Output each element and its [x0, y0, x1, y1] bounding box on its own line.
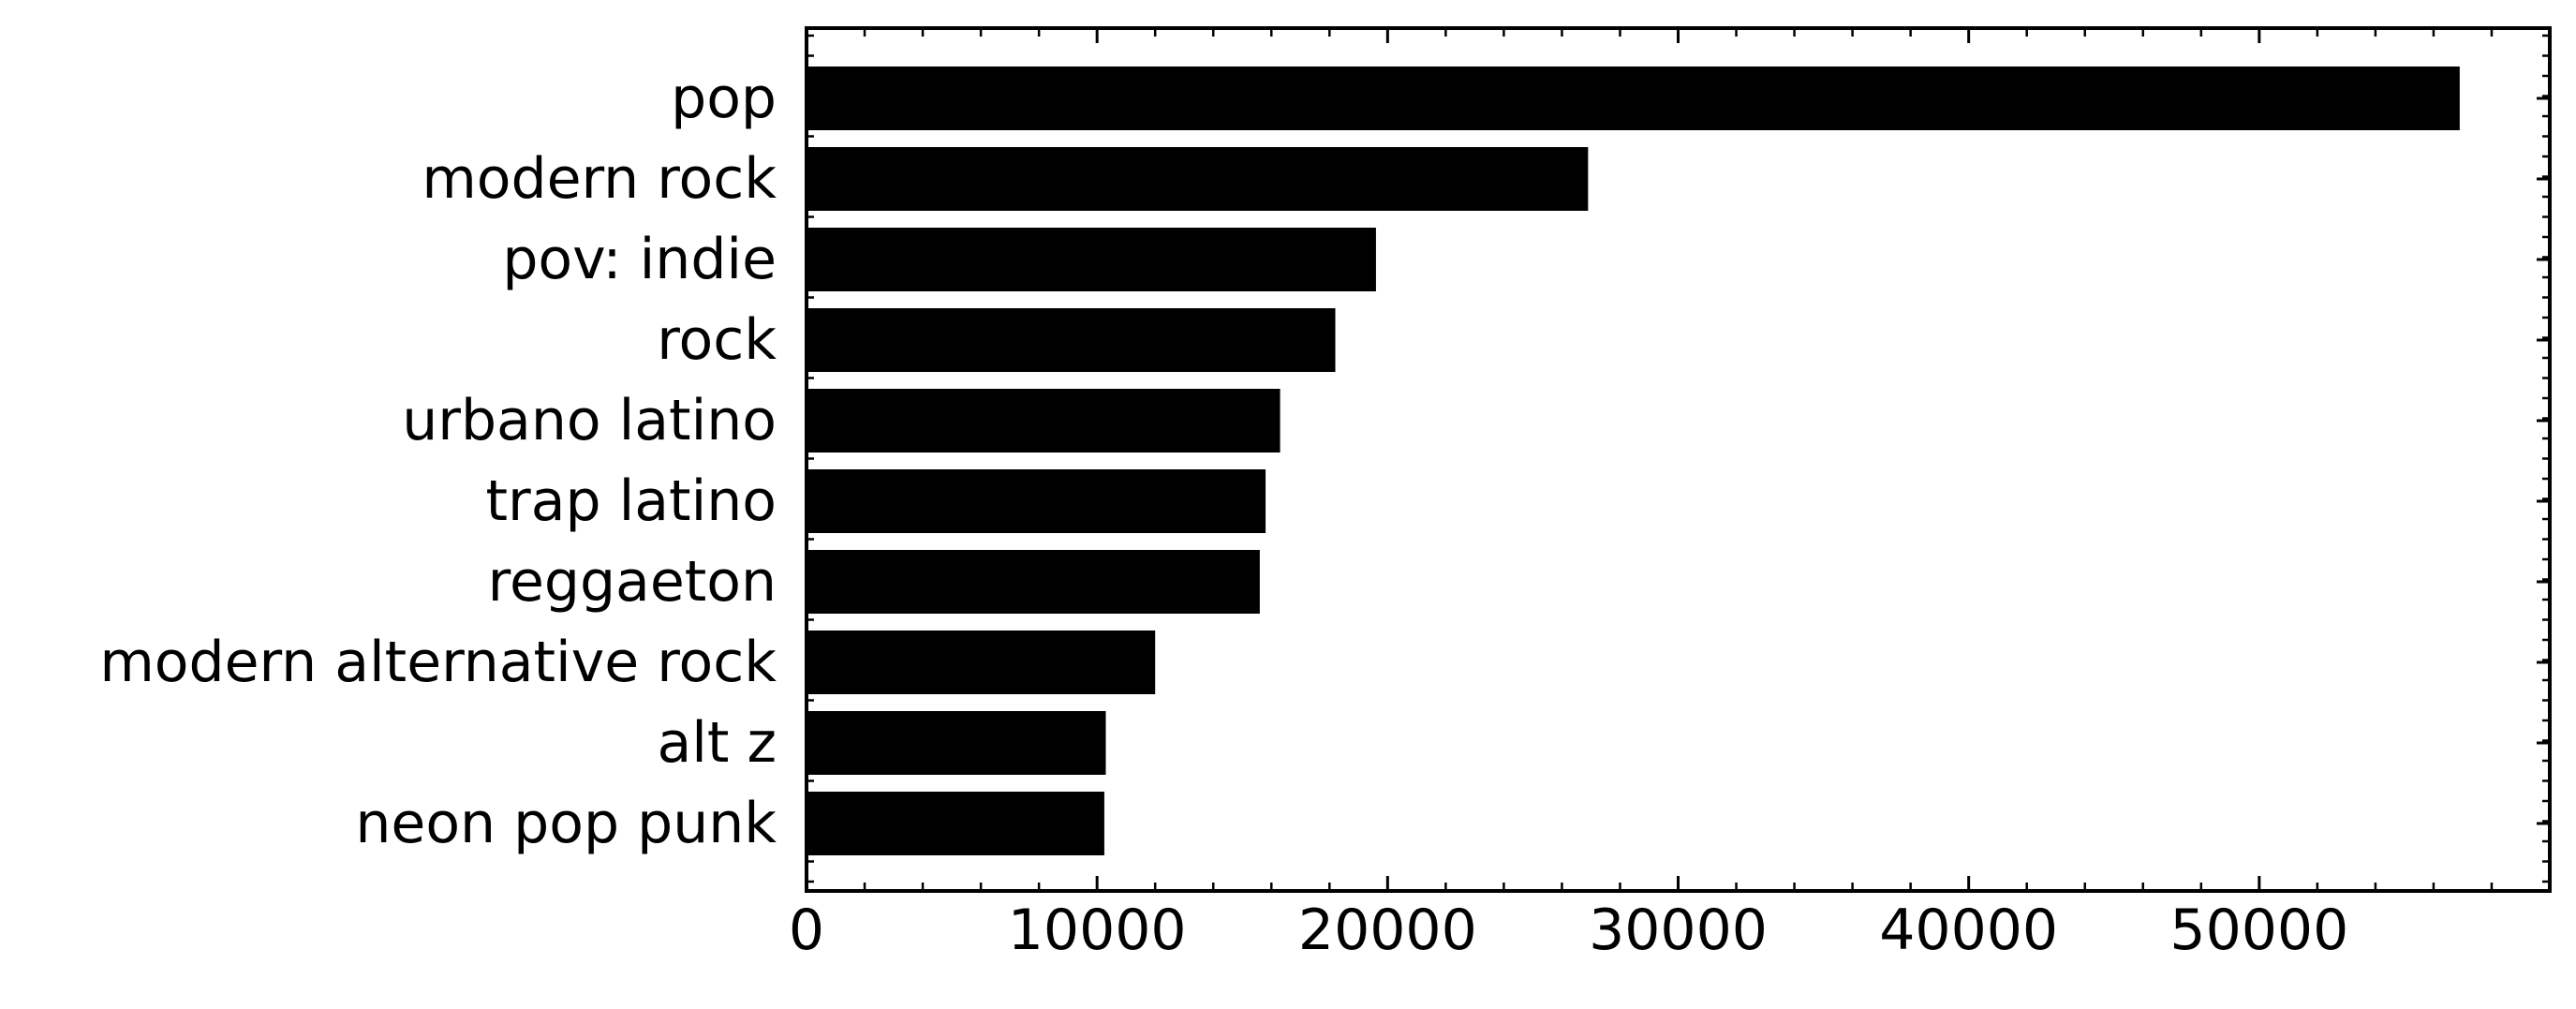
y-tick-label-0: pop	[671, 66, 777, 131]
y-tick-label-7: modern alternative rock	[99, 630, 777, 695]
x-tick-label-4: 40000	[1879, 898, 2058, 963]
x-tick-label-5: 50000	[2169, 898, 2348, 963]
y-tick-label-1: modern rock	[422, 146, 777, 212]
y-tick-label-3: rock	[657, 307, 777, 373]
x-tick-label-0: 0	[789, 898, 824, 963]
x-tick-label-3: 30000	[1589, 898, 1768, 963]
y-tick-label-6: reggaeton	[488, 549, 777, 615]
bar-1	[807, 147, 1589, 211]
bar-3	[807, 308, 1336, 372]
y-tick-label-8: alt z	[657, 710, 777, 776]
bar-0	[807, 67, 2460, 130]
y-tick-label-2: pov: indie	[502, 227, 777, 292]
y-tick-label-9: neon pop punk	[355, 791, 777, 856]
bar-4	[807, 389, 1281, 453]
labels-layer: pop modern rock pov: indie rock urbano latin…	[99, 66, 2348, 963]
plot-frame	[805, 26, 2552, 893]
bar-2	[807, 228, 1376, 291]
bar-6	[807, 550, 1260, 614]
x-tick-label-1: 10000	[1008, 898, 1187, 963]
bar-5	[807, 469, 1266, 533]
x-tick-label-2: 20000	[1298, 898, 1477, 963]
bar-9	[807, 792, 1104, 855]
bars-layer	[807, 67, 2460, 855]
y-tick-label-4: urbano latino	[402, 388, 777, 453]
y-tick-label-5: trap latino	[486, 468, 777, 534]
bar-7	[807, 631, 1156, 694]
bar-8	[807, 711, 1106, 775]
